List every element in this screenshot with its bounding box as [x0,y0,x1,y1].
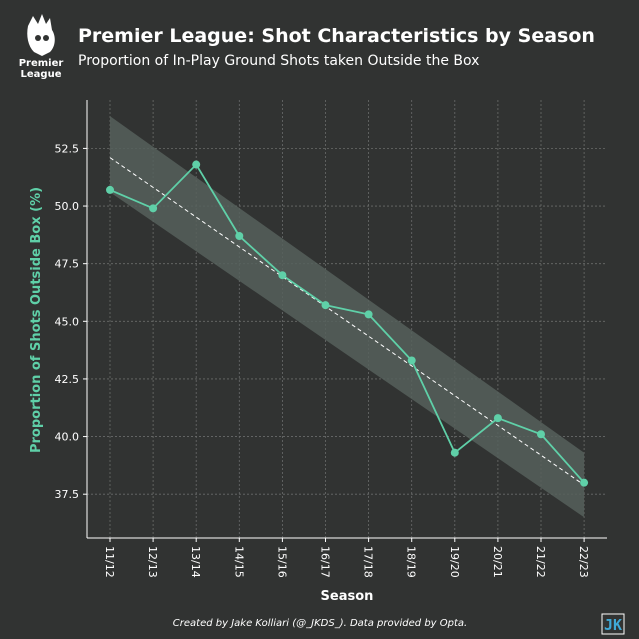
x-tick-label: 20/21 [491,546,504,578]
data-point [192,160,201,169]
y-tick-label: 42.5 [55,373,80,386]
footer-credit: Created by Jake Kolliari (@_JKDS_). Data… [173,618,467,629]
data-point [493,414,502,423]
y-axis-label: Proportion of Shots Outside Box (%) [29,187,44,453]
y-tick-label: 52.5 [55,142,80,155]
data-point [235,232,244,241]
x-tick-label: 18/19 [405,546,418,578]
jk-badge-text: JK [604,616,622,634]
y-tick-label: 37.5 [55,488,80,501]
plot-area: 37.5 40.0 42.5 45.0 47.5 50.0 52.5 11/12 12/13 13… [55,100,607,578]
lion-crest-icon [27,14,55,56]
x-tick-label: 15/16 [275,546,288,578]
confidence-band [110,116,585,518]
x-tick-label: 21/22 [534,546,547,578]
data-point [321,301,330,310]
jk-badge-frame [601,613,625,635]
y-tick-label: 50.0 [55,200,80,213]
x-tick-label: 13/14 [189,546,202,578]
y-tick-label: 45.0 [55,315,80,328]
jk-badge: JK [601,613,625,635]
y-tick-label: 47.5 [55,258,80,271]
data-point [407,356,416,365]
x-tick-label: 11/12 [103,546,116,578]
chart-title: Premier League: Shot Characteristics by … [78,25,595,47]
trend-line [109,157,585,486]
x-tick-label: 16/17 [319,546,332,578]
data-point [106,185,114,194]
x-tick-label: 19/20 [448,546,461,578]
x-tick-label: 12/13 [146,546,159,578]
x-axis-label: Season [321,589,374,604]
logo-text-line1: Premier [19,58,64,69]
data-point [278,271,287,280]
data-point [364,310,373,319]
data-point [580,478,589,487]
data-point [149,204,158,213]
y-tick-label: 40.0 [55,431,80,444]
x-tick-label: 22/23 [577,546,590,578]
data-point [537,430,545,439]
series-line [109,163,585,484]
logo-text-line2: League [21,69,62,80]
premier-league-logo: Premier League [19,14,64,80]
x-tick-label: 14/15 [232,546,245,578]
data-point [450,448,459,457]
chart-subtitle: Proportion of In-Play Ground Shots taken… [78,53,479,69]
x-tick-label: 17/18 [362,546,375,578]
